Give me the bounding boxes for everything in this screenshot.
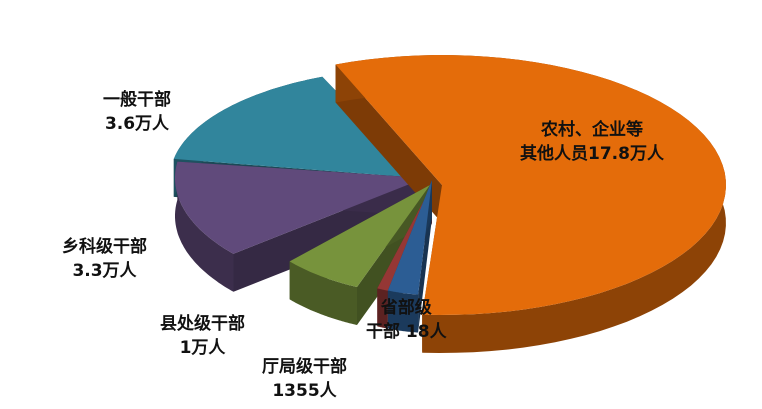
label-county-line2: 1万人: [179, 338, 226, 358]
label-general-line2: 3.6万人: [104, 114, 170, 134]
slice-4-outer-wall: [377, 288, 388, 329]
label-general-line1: 一般干部: [103, 90, 171, 110]
slice-5-top-face: [387, 180, 432, 295]
label-general-cadre: 一般干部 3.6万人: [103, 88, 171, 136]
slice-3-top-face: [289, 185, 430, 287]
label-bureau-line2: 1355人: [272, 381, 337, 401]
slice-0-top-face: [335, 55, 726, 315]
slice-3-outer-wall: [289, 261, 357, 325]
slice-0-side-start: [335, 64, 442, 223]
label-bureau-line1: 厅局级干部: [262, 357, 347, 377]
slice-5-outer-wall: [387, 290, 419, 333]
label-other-line1: 农村、企业等: [540, 120, 643, 140]
slice-2-top-face: [175, 161, 425, 254]
label-county-cadre: 县处级干部 1万人: [160, 312, 245, 360]
label-ministerial-line2: 干部 18人: [366, 322, 447, 342]
slice-1-top-face: [173, 76, 420, 178]
slice-4-top-face: [377, 185, 432, 291]
slice-2-outer-wall: [175, 161, 234, 292]
label-other: 农村、企业等 其他人员17.8万人: [520, 118, 664, 166]
label-township-cadre: 乡科级干部 3.3万人: [62, 235, 147, 283]
label-township-line2: 3.3万人: [72, 261, 137, 281]
label-other-line2: 其他人员17.8万人: [520, 144, 664, 164]
label-township-line1: 乡科级干部: [62, 237, 147, 257]
label-ministerial-cadre: 省部级 干部 18人: [366, 296, 447, 344]
label-bureau-cadre: 厅局级干部 1355人: [262, 355, 347, 403]
label-county-line1: 县处级干部: [160, 314, 245, 334]
label-ministerial-line1: 省部级: [380, 298, 432, 318]
